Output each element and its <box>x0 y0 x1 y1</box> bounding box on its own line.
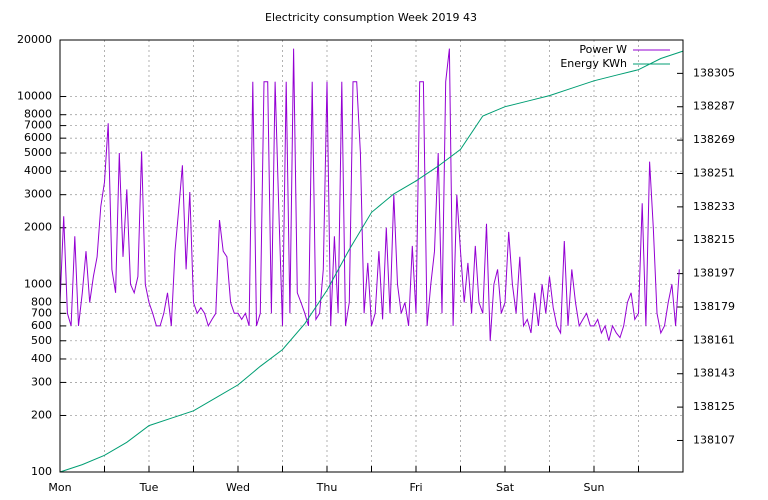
y2-tick-label: 138233 <box>693 200 735 213</box>
y2-tick-label: 138215 <box>693 233 735 246</box>
plot-frame <box>59 39 684 473</box>
series-line <box>59 48 680 341</box>
chart-title: Electricity consumption Week 2019 43 <box>265 11 477 24</box>
y-tick-label: 10000 <box>17 90 52 103</box>
x-tick-label: Fri <box>409 481 422 494</box>
y-tick-label: 3000 <box>24 188 52 201</box>
x-tick-label: Wed <box>226 481 250 494</box>
series-line <box>59 50 684 473</box>
x-tick-label: Tue <box>139 481 159 494</box>
y-tick-label: 200 <box>31 408 52 421</box>
y2-tick-label: 138305 <box>693 66 735 79</box>
y-tick-label: 20000 <box>17 33 52 46</box>
y2-tick-label: 138161 <box>693 333 735 346</box>
y-tick-label: 300 <box>31 375 52 388</box>
y-tick-label: 600 <box>31 319 52 332</box>
y-tick-label: 500 <box>31 334 52 347</box>
y-tick-label: 4000 <box>24 164 52 177</box>
y-tick-label: 100 <box>31 465 52 478</box>
y2-tick-label: 138143 <box>693 367 735 380</box>
x-tick-label: Thu <box>316 481 338 494</box>
y-tick-label: 6000 <box>24 131 52 144</box>
y-tick-label: 7000 <box>24 119 52 132</box>
y-tick-label: 700 <box>31 306 52 319</box>
x-tick-label: Mon <box>48 481 71 494</box>
y-tick-label: 800 <box>31 295 52 308</box>
legend-label: Power W <box>579 43 627 56</box>
y-tick-label: 400 <box>31 352 52 365</box>
legend-label: Energy KWh <box>560 57 627 70</box>
y-tick-label: 5000 <box>24 146 52 159</box>
y2-tick-label: 138251 <box>693 166 735 179</box>
y2-tick-label: 138269 <box>693 133 735 146</box>
y2-tick-label: 138125 <box>693 400 735 413</box>
y2-tick-label: 138107 <box>693 433 735 446</box>
x-tick-label: Sun <box>584 481 605 494</box>
y2-tick-label: 138287 <box>693 100 735 113</box>
x-tick-label: Sat <box>496 481 515 494</box>
y-tick-label: 8000 <box>24 108 52 121</box>
y-tick-label: 1000 <box>24 277 52 290</box>
y-tick-label: 2000 <box>24 221 52 234</box>
y2-tick-label: 138179 <box>693 300 735 313</box>
y2-tick-label: 138197 <box>693 267 735 280</box>
